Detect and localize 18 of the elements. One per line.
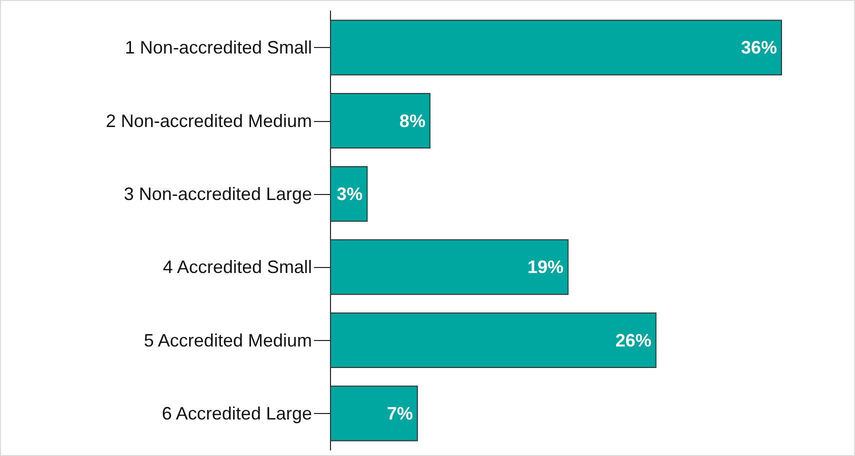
data-label: 3%: [336, 184, 363, 204]
bar: [330, 239, 569, 295]
y-tick-label: 6 Accredited Large: [162, 403, 312, 424]
data-label: 7%: [386, 403, 413, 424]
data-label: 8%: [399, 110, 426, 131]
y-tick-label: 3 Non-accredited Large: [124, 184, 312, 204]
y-tick-label: 5 Accredited Medium: [144, 330, 312, 350]
y-tick-label: 2 Non-accredited Medium: [106, 110, 312, 131]
bar: [330, 92, 430, 149]
y-tick-label: 1 Non-accredited Small: [124, 38, 312, 58]
bar: [330, 166, 368, 222]
bar: [330, 386, 418, 442]
data-label: 26%: [615, 330, 652, 350]
bar: [330, 312, 656, 368]
data-label: 36%: [740, 38, 777, 58]
y-tick-label: 4 Accredited Small: [162, 257, 312, 278]
data-label: 19%: [528, 257, 564, 278]
bar: [330, 20, 782, 76]
